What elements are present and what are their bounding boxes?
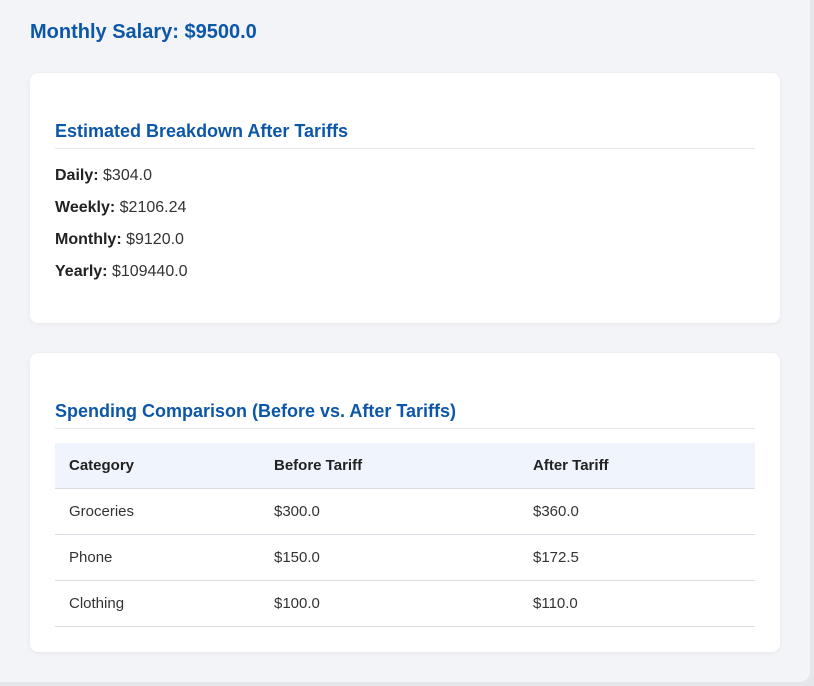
breakdown-value: $304.0	[103, 167, 152, 184]
after-tariff-cell: $110.0	[519, 580, 755, 627]
before-tariff-cell: $150.0	[260, 534, 519, 581]
column-header-before-tariff: Before Tariff	[260, 443, 519, 489]
spending-heading: Spending Comparison (Before vs. After Ta…	[55, 399, 755, 429]
table-row: Groceries $300.0 $360.0	[55, 488, 755, 535]
before-tariff-cell: $100.0	[260, 580, 519, 627]
breakdown-label: Weekly:	[55, 199, 116, 216]
column-header-category: Category	[55, 443, 260, 489]
breakdown-label: Daily:	[55, 167, 99, 184]
spending-card: Spending Comparison (Before vs. After Ta…	[30, 353, 780, 652]
breakdown-label: Monthly:	[55, 231, 122, 248]
breakdown-item-monthly: Monthly: $9120.0	[55, 228, 188, 260]
breakdown-item-daily: Daily: $304.0	[55, 164, 188, 196]
table-row: Phone $150.0 $172.5	[55, 534, 755, 581]
table-header-row: Category Before Tariff After Tariff	[55, 443, 755, 489]
breakdown-value: $9120.0	[126, 231, 184, 248]
table-row: Clothing $100.0 $110.0	[55, 580, 755, 627]
category-cell: Groceries	[55, 488, 260, 535]
breakdown-item-weekly: Weekly: $2106.24	[55, 196, 188, 228]
after-tariff-cell: $172.5	[519, 534, 755, 581]
after-tariff-cell: $360.0	[519, 488, 755, 535]
breakdown-label: Yearly:	[55, 263, 108, 280]
column-header-after-tariff: After Tariff	[519, 443, 755, 489]
before-tariff-cell: $300.0	[260, 488, 519, 535]
breakdown-value: $2106.24	[119, 199, 187, 216]
monthly-salary-title: Monthly Salary: $9500.0	[30, 21, 257, 43]
spending-table: Category Before Tariff After Tariff Groc…	[55, 443, 755, 627]
breakdown-item-yearly: Yearly: $109440.0	[55, 260, 188, 292]
breakdown-list: Daily: $304.0 Weekly: $2106.24 Monthly: …	[55, 164, 188, 292]
category-cell: Clothing	[55, 580, 260, 627]
breakdown-value: $109440.0	[111, 263, 188, 280]
breakdown-card: Estimated Breakdown After Tariffs Daily:…	[30, 73, 780, 323]
breakdown-heading: Estimated Breakdown After Tariffs	[55, 119, 755, 149]
category-cell: Phone	[55, 534, 260, 581]
